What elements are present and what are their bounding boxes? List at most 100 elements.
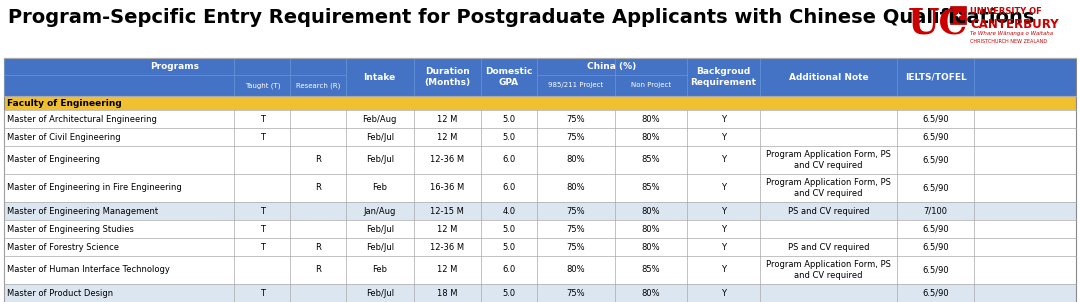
Text: China (%): China (%) bbox=[588, 62, 636, 71]
Text: 12 M: 12 M bbox=[437, 265, 458, 275]
Text: T: T bbox=[260, 114, 265, 124]
Text: Additional Note: Additional Note bbox=[788, 72, 868, 82]
Text: 6.0: 6.0 bbox=[502, 265, 515, 275]
Text: R: R bbox=[315, 243, 321, 252]
Text: 4.0: 4.0 bbox=[502, 207, 515, 216]
Text: Program Application Form, PS
and CV required: Program Application Form, PS and CV requ… bbox=[766, 260, 891, 280]
Text: Master of Architectural Engineering: Master of Architectural Engineering bbox=[6, 114, 157, 124]
Text: 80%: 80% bbox=[642, 224, 660, 233]
Text: 6.0: 6.0 bbox=[502, 184, 515, 192]
Bar bbox=[950, 6, 966, 24]
Text: 75%: 75% bbox=[567, 133, 585, 142]
Text: Feb/Jul: Feb/Jul bbox=[366, 243, 394, 252]
Text: Master of Engineering Studies: Master of Engineering Studies bbox=[6, 224, 134, 233]
Text: Y: Y bbox=[720, 184, 726, 192]
Text: Y: Y bbox=[720, 243, 726, 252]
Bar bbox=[4, 146, 1076, 174]
Text: 75%: 75% bbox=[567, 288, 585, 297]
Text: 80%: 80% bbox=[567, 184, 585, 192]
Text: Duration
(Months): Duration (Months) bbox=[424, 67, 470, 87]
Text: Master of Civil Engineering: Master of Civil Engineering bbox=[6, 133, 121, 142]
Text: 12 M: 12 M bbox=[437, 224, 458, 233]
Text: 12-36 M: 12-36 M bbox=[430, 156, 464, 165]
Text: 16-36 M: 16-36 M bbox=[430, 184, 464, 192]
Text: Feb/Jul: Feb/Jul bbox=[366, 224, 394, 233]
Text: Te Whare Wānanga o Waitaha: Te Whare Wānanga o Waitaha bbox=[970, 31, 1053, 36]
Text: Y: Y bbox=[720, 207, 726, 216]
Bar bbox=[4, 58, 1076, 96]
Text: T: T bbox=[260, 224, 265, 233]
Bar bbox=[4, 128, 1076, 146]
Text: 6.0: 6.0 bbox=[502, 156, 515, 165]
Text: 5.0: 5.0 bbox=[502, 243, 515, 252]
Text: 6.5/90: 6.5/90 bbox=[922, 224, 949, 233]
Text: 80%: 80% bbox=[567, 156, 585, 165]
Text: CHRISTCHURCH NEW ZEALAND: CHRISTCHURCH NEW ZEALAND bbox=[970, 39, 1048, 44]
Text: T: T bbox=[260, 133, 265, 142]
Text: 75%: 75% bbox=[567, 224, 585, 233]
Text: Feb: Feb bbox=[373, 265, 388, 275]
Text: Master of Forestry Science: Master of Forestry Science bbox=[6, 243, 119, 252]
Text: Intake: Intake bbox=[364, 72, 396, 82]
Text: Research (R): Research (R) bbox=[296, 82, 340, 89]
Text: 7/100: 7/100 bbox=[923, 207, 947, 216]
Text: UC: UC bbox=[908, 6, 969, 40]
Text: Program-Sepcific Entry Requirement for Postgraduate Applicants with Chinese Qual: Program-Sepcific Entry Requirement for P… bbox=[8, 8, 1035, 27]
Text: Jan/Aug: Jan/Aug bbox=[364, 207, 396, 216]
Text: Domestic
GPA: Domestic GPA bbox=[485, 67, 532, 87]
Text: Programs: Programs bbox=[150, 62, 200, 71]
Text: Y: Y bbox=[720, 133, 726, 142]
Text: 6.5/90: 6.5/90 bbox=[922, 114, 949, 124]
Text: IELTS/TOFEL: IELTS/TOFEL bbox=[905, 72, 967, 82]
Text: Feb/Jul: Feb/Jul bbox=[366, 288, 394, 297]
Text: Y: Y bbox=[720, 265, 726, 275]
Text: Y: Y bbox=[720, 114, 726, 124]
Bar bbox=[4, 284, 1076, 302]
Text: 6.5/90: 6.5/90 bbox=[922, 265, 949, 275]
Bar bbox=[906, 2, 1076, 62]
Text: R: R bbox=[315, 184, 321, 192]
Text: 5.0: 5.0 bbox=[502, 224, 515, 233]
Text: 80%: 80% bbox=[642, 207, 660, 216]
Bar bbox=[4, 96, 1076, 110]
Text: R: R bbox=[315, 156, 321, 165]
Text: T: T bbox=[260, 288, 265, 297]
Text: 85%: 85% bbox=[642, 265, 660, 275]
Text: Taught (T): Taught (T) bbox=[244, 82, 280, 89]
Text: 5.0: 5.0 bbox=[502, 114, 515, 124]
Text: 6.5/90: 6.5/90 bbox=[922, 243, 949, 252]
Text: Feb/Aug: Feb/Aug bbox=[363, 114, 397, 124]
Text: Feb/Jul: Feb/Jul bbox=[366, 156, 394, 165]
Text: 80%: 80% bbox=[642, 114, 660, 124]
Text: 5.0: 5.0 bbox=[502, 133, 515, 142]
Bar bbox=[4, 58, 1076, 302]
Text: UNIVERSITY OF: UNIVERSITY OF bbox=[970, 7, 1042, 16]
Text: 80%: 80% bbox=[567, 265, 585, 275]
Text: Y: Y bbox=[720, 288, 726, 297]
Text: 85%: 85% bbox=[642, 156, 660, 165]
Text: 85%: 85% bbox=[642, 184, 660, 192]
Bar bbox=[4, 220, 1076, 238]
Text: 18 M: 18 M bbox=[437, 288, 458, 297]
Text: Master of Human Interface Technology: Master of Human Interface Technology bbox=[6, 265, 170, 275]
Text: Master of Engineering: Master of Engineering bbox=[6, 156, 100, 165]
Text: 6.5/90: 6.5/90 bbox=[922, 288, 949, 297]
Text: T: T bbox=[260, 207, 265, 216]
Text: Program Application Form, PS
and CV required: Program Application Form, PS and CV requ… bbox=[766, 178, 891, 198]
Text: CANTERBURY: CANTERBURY bbox=[970, 18, 1058, 31]
Text: PS and CV required: PS and CV required bbox=[787, 243, 869, 252]
Text: 75%: 75% bbox=[567, 114, 585, 124]
Text: 6.5/90: 6.5/90 bbox=[922, 156, 949, 165]
Text: Y: Y bbox=[720, 224, 726, 233]
Text: 80%: 80% bbox=[642, 243, 660, 252]
Bar bbox=[4, 110, 1076, 128]
Text: 12 M: 12 M bbox=[437, 114, 458, 124]
Text: Master of Engineering in Fire Engineering: Master of Engineering in Fire Engineerin… bbox=[6, 184, 181, 192]
Text: PS and CV required: PS and CV required bbox=[787, 207, 869, 216]
Text: Faculty of Engineering: Faculty of Engineering bbox=[6, 98, 122, 108]
Text: 75%: 75% bbox=[567, 243, 585, 252]
Text: ✦: ✦ bbox=[955, 11, 961, 20]
Text: 6.5/90: 6.5/90 bbox=[922, 133, 949, 142]
Text: 12-36 M: 12-36 M bbox=[430, 243, 464, 252]
Text: 985/211 Project: 985/211 Project bbox=[549, 82, 604, 88]
